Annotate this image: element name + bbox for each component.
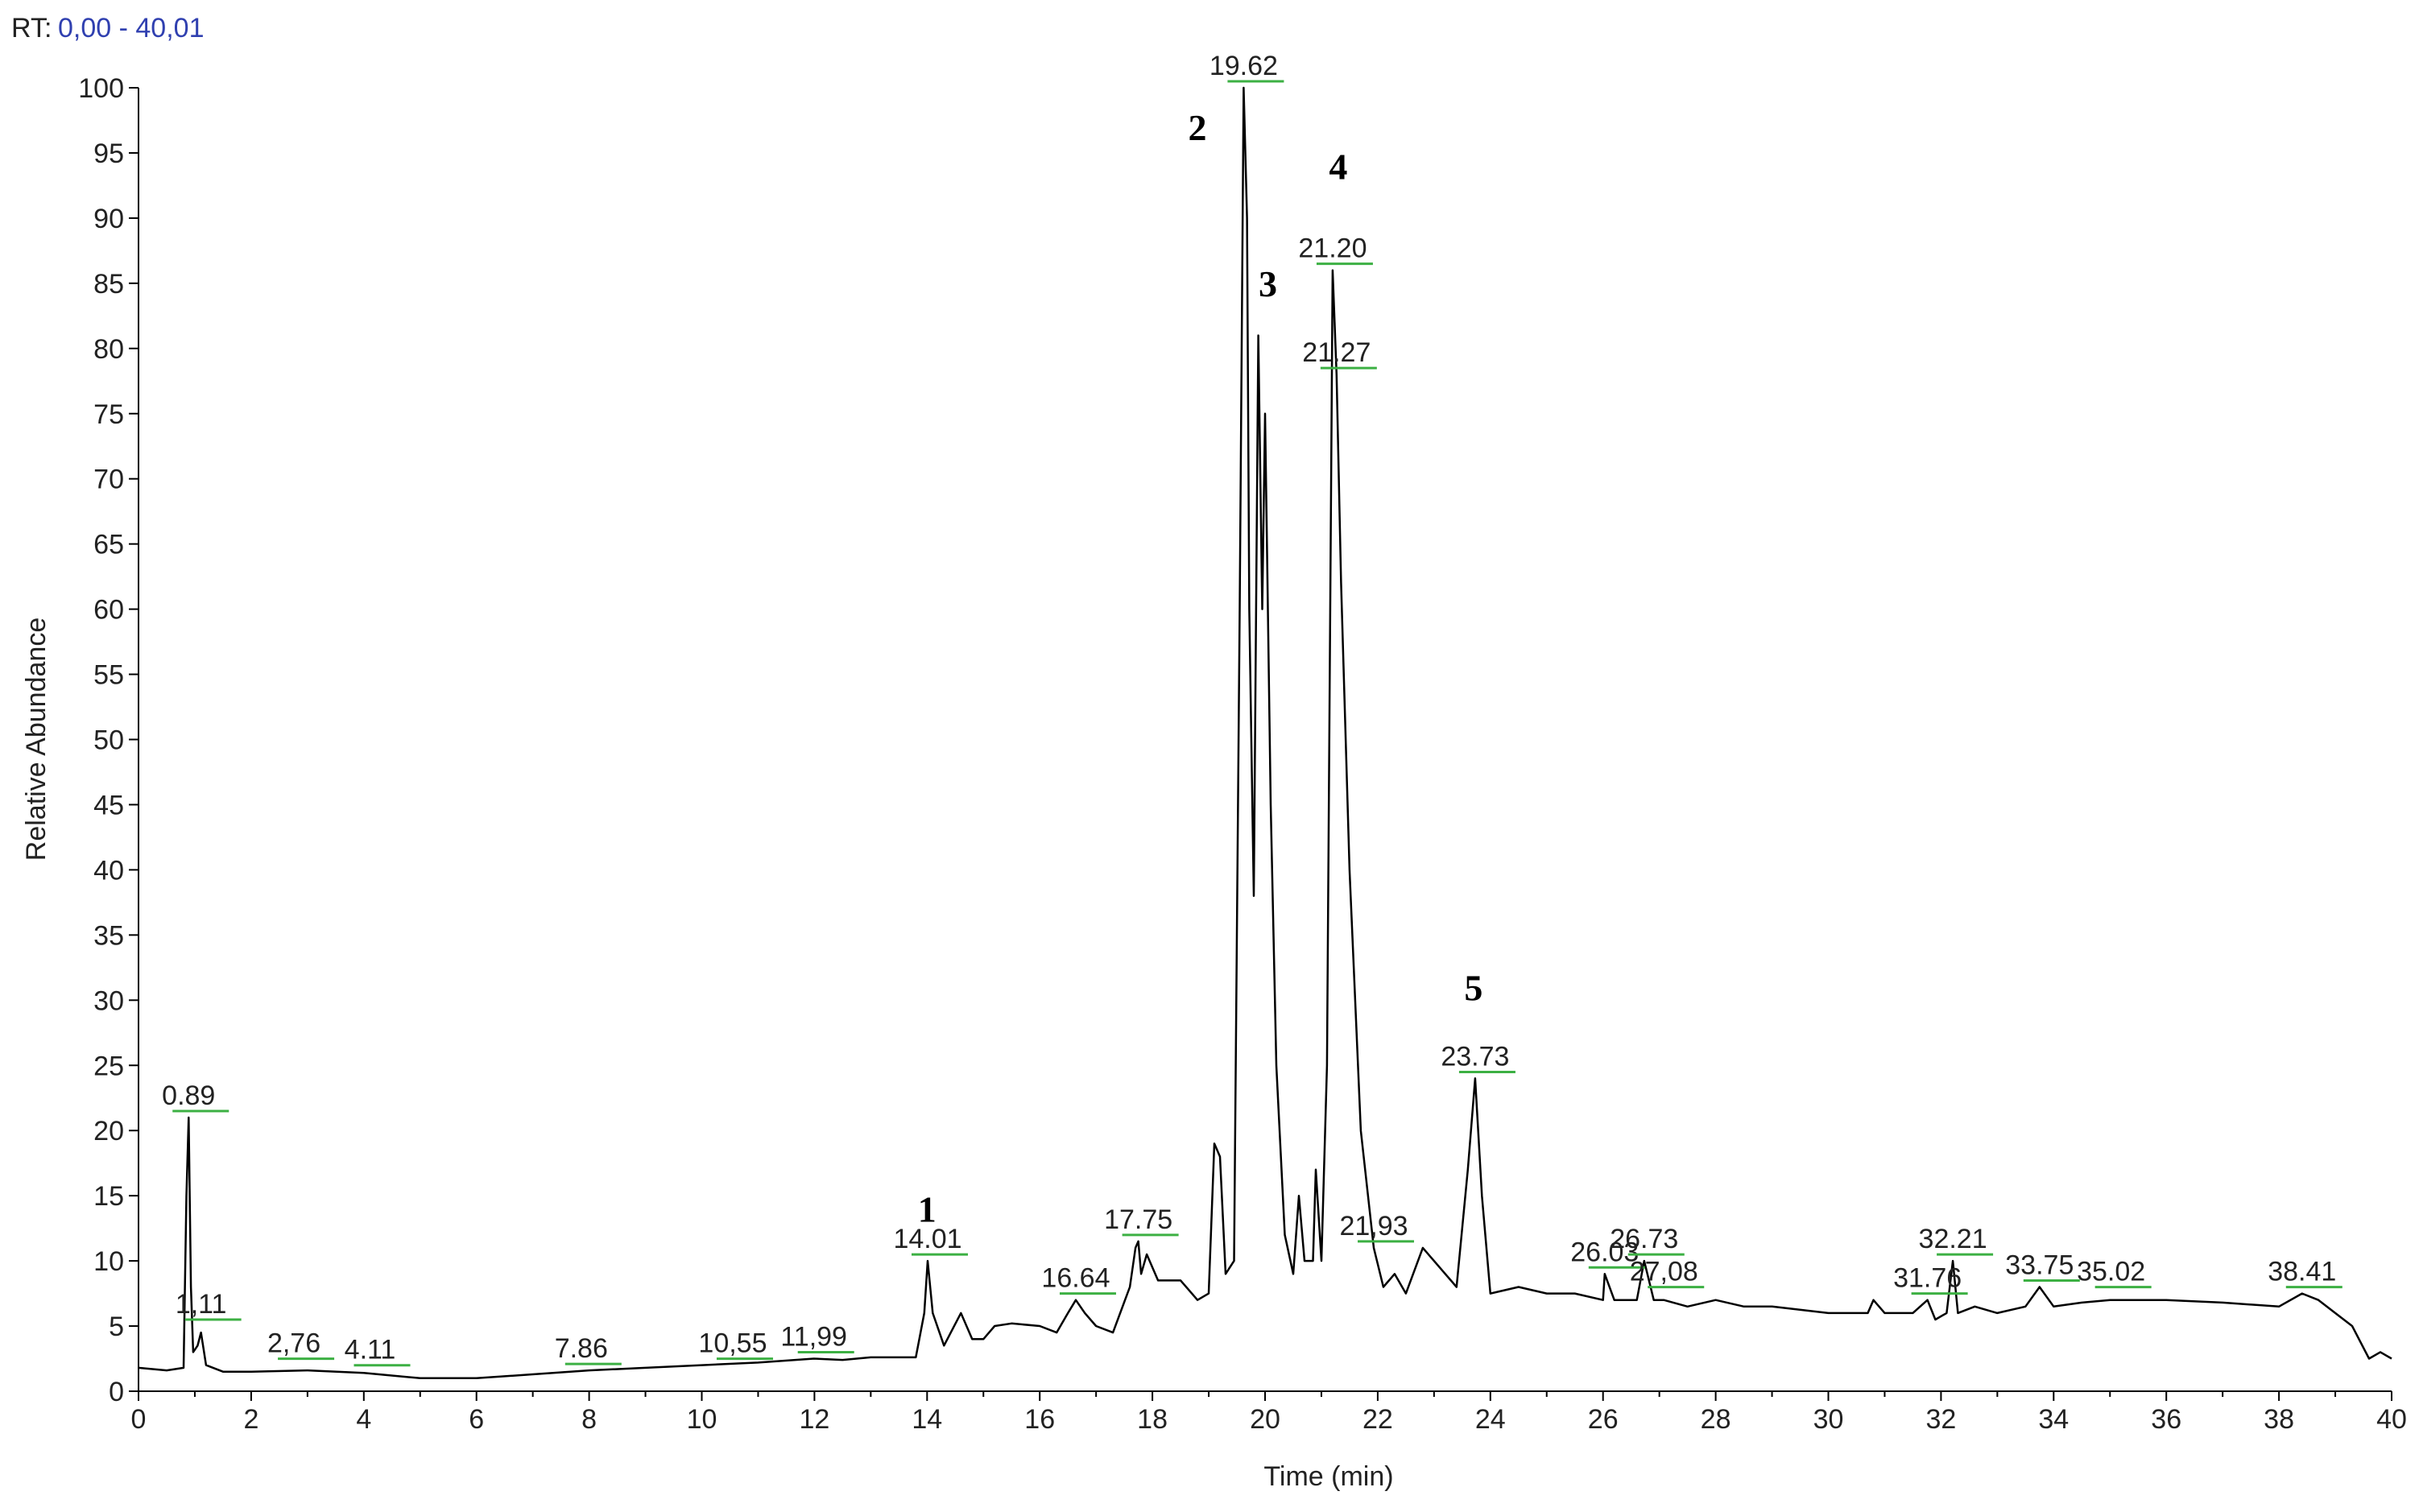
rt-range: 0,00 - 40,01	[58, 13, 204, 43]
y-tick-label: 65	[93, 530, 124, 560]
peak-label: 21.27	[1302, 337, 1371, 368]
y-tick-label: 15	[93, 1181, 124, 1212]
y-tick-label: 70	[93, 465, 124, 495]
peak-number: 2	[1189, 107, 1207, 148]
peak-label: 7.86	[555, 1333, 608, 1364]
y-tick-label: 20	[93, 1116, 124, 1146]
peak-label: 35.02	[2077, 1257, 2145, 1287]
y-tick-label: 80	[93, 334, 124, 365]
x-tick-label: 24	[1475, 1404, 1506, 1435]
peak-label: 21,93	[1339, 1211, 1408, 1241]
x-tick-label: 4	[356, 1404, 371, 1435]
peak-label: 31.76	[1893, 1263, 1962, 1294]
x-tick-label: 26	[1588, 1404, 1619, 1435]
peak-number: 3	[1259, 263, 1277, 304]
x-tick-label: 38	[2264, 1404, 2294, 1435]
peak-label: 10,55	[698, 1328, 767, 1359]
peak-number: 4	[1329, 146, 1347, 187]
peak-label: 23.73	[1441, 1041, 1509, 1072]
y-tick-label: 60	[93, 595, 124, 626]
y-tick-label: 5	[109, 1312, 124, 1342]
x-tick-label: 12	[799, 1404, 829, 1435]
y-tick-label: 30	[93, 985, 124, 1016]
y-tick-label: 95	[93, 138, 124, 169]
x-tick-label: 16	[1024, 1404, 1055, 1435]
peak-number: 1	[918, 1189, 937, 1230]
peak-label: 19.62	[1210, 51, 1278, 81]
peak-label: 26.03	[1570, 1237, 1639, 1267]
peak-label: 0.89	[162, 1080, 215, 1111]
x-tick-label: 34	[2038, 1404, 2069, 1435]
x-axis-label: Time (min)	[1263, 1461, 1393, 1492]
x-tick-label: 22	[1362, 1404, 1393, 1435]
x-tick-label: 32	[1925, 1404, 1956, 1435]
y-tick-label: 100	[78, 73, 124, 104]
y-tick-label: 85	[93, 269, 124, 300]
y-tick-label: 90	[93, 204, 124, 234]
x-tick-label: 36	[2151, 1404, 2181, 1435]
x-tick-label: 18	[1137, 1404, 1168, 1435]
peak-label: 26.73	[1610, 1224, 1678, 1254]
y-axis-label: Relative Abundance	[21, 618, 52, 861]
peak-label: 2,76	[267, 1328, 320, 1359]
x-tick-label: 40	[2376, 1404, 2407, 1435]
peak-label: 32.21	[1919, 1224, 1987, 1254]
x-tick-label: 8	[581, 1404, 597, 1435]
y-tick-label: 0	[109, 1377, 124, 1407]
peak-label: 17.75	[1104, 1204, 1172, 1235]
y-tick-label: 25	[93, 1051, 124, 1081]
peak-label: 11,99	[780, 1322, 847, 1353]
rt-label: RT:	[11, 13, 52, 43]
x-tick-label: 20	[1250, 1404, 1280, 1435]
y-tick-label: 45	[93, 790, 124, 820]
peak-label: 4.11	[345, 1335, 396, 1365]
x-tick-label: 28	[1701, 1404, 1731, 1435]
peak-label: 1,11	[176, 1289, 227, 1320]
x-tick-label: 30	[1813, 1404, 1844, 1435]
x-tick-label: 6	[469, 1404, 484, 1435]
x-tick-label: 0	[131, 1404, 147, 1435]
y-tick-label: 75	[93, 399, 124, 430]
y-tick-label: 50	[93, 725, 124, 756]
x-tick-label: 14	[912, 1404, 942, 1435]
y-tick-label: 10	[93, 1246, 124, 1277]
x-tick-label: 10	[687, 1404, 717, 1435]
peak-label: 27,08	[1630, 1257, 1698, 1287]
peak-label: 38.41	[2268, 1257, 2336, 1287]
y-tick-label: 35	[93, 920, 124, 951]
y-tick-label: 40	[93, 855, 124, 886]
chromatogram-trace	[138, 86, 2392, 1380]
x-tick-label: 2	[243, 1404, 258, 1435]
y-tick-label: 55	[93, 660, 124, 691]
peak-label: 33.75	[2005, 1250, 2074, 1280]
peak-label: 14.01	[893, 1224, 961, 1254]
peak-number: 5	[1464, 967, 1482, 1008]
peak-label: 21.20	[1298, 233, 1367, 264]
peak-label: 16.64	[1041, 1263, 1110, 1294]
